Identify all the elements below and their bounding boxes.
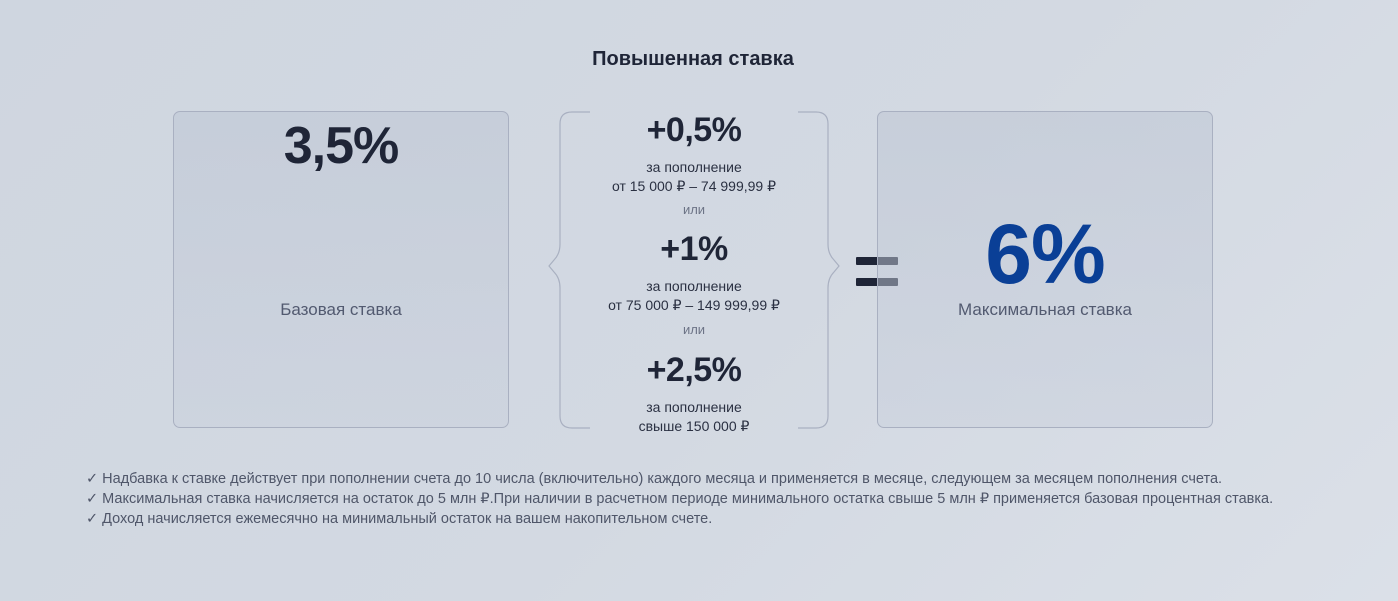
bonus-1-line1: за пополнение — [646, 159, 742, 175]
max-rate-caption: Максимальная ставка — [958, 300, 1132, 319]
bonus-option-2: +1% за пополнение от 75 000 ₽ – 149 999,… — [578, 229, 810, 315]
max-rate-value: 6% — [985, 207, 1105, 301]
bonus-option-3: +2,5% за пополнение свыше 150 000 ₽ — [578, 350, 810, 436]
bonus-1-line2: от 15 000 ₽ – 74 999,99 ₽ — [611, 178, 777, 194]
bonus-2-value: +1% — [660, 230, 728, 268]
note-item: ✓ Максимальная ставка начисляется на ост… — [86, 491, 1274, 507]
bonus-option-1: +0,5% за пополнение от 15 000 ₽ – 74 999… — [578, 110, 810, 196]
note-item: ✓ Надбавка к ставке действует при пополн… — [86, 471, 1223, 487]
or-label-1: или — [682, 202, 706, 217]
bonus-3-line1: за пополнение — [646, 399, 742, 415]
bonus-3-line2: свыше 150 000 ₽ — [638, 418, 750, 434]
base-rate-value: 3,5% — [283, 117, 400, 175]
note-item: ✓ Доход начисляется ежемесячно на минима… — [86, 511, 713, 527]
max-rate-card: 6% Максимальная ставка — [877, 111, 1213, 428]
bonus-2-line1: за пополнение — [646, 278, 742, 294]
bonus-2-line2: от 75 000 ₽ – 149 999,99 ₽ — [608, 297, 780, 313]
bonus-3-value: +2,5% — [646, 351, 742, 389]
bonus-1-value: +0,5% — [646, 111, 742, 149]
base-rate-caption: Базовая ставка — [280, 300, 402, 319]
base-rate-card: 3,5% Базовая ставка — [173, 111, 509, 428]
or-label-2: или — [682, 322, 706, 337]
terms-notes: ✓ Надбавка к ставке действует при пополн… — [86, 469, 1296, 529]
section-title: Повышенная ставка — [592, 48, 794, 70]
bonus-brace — [548, 111, 840, 429]
